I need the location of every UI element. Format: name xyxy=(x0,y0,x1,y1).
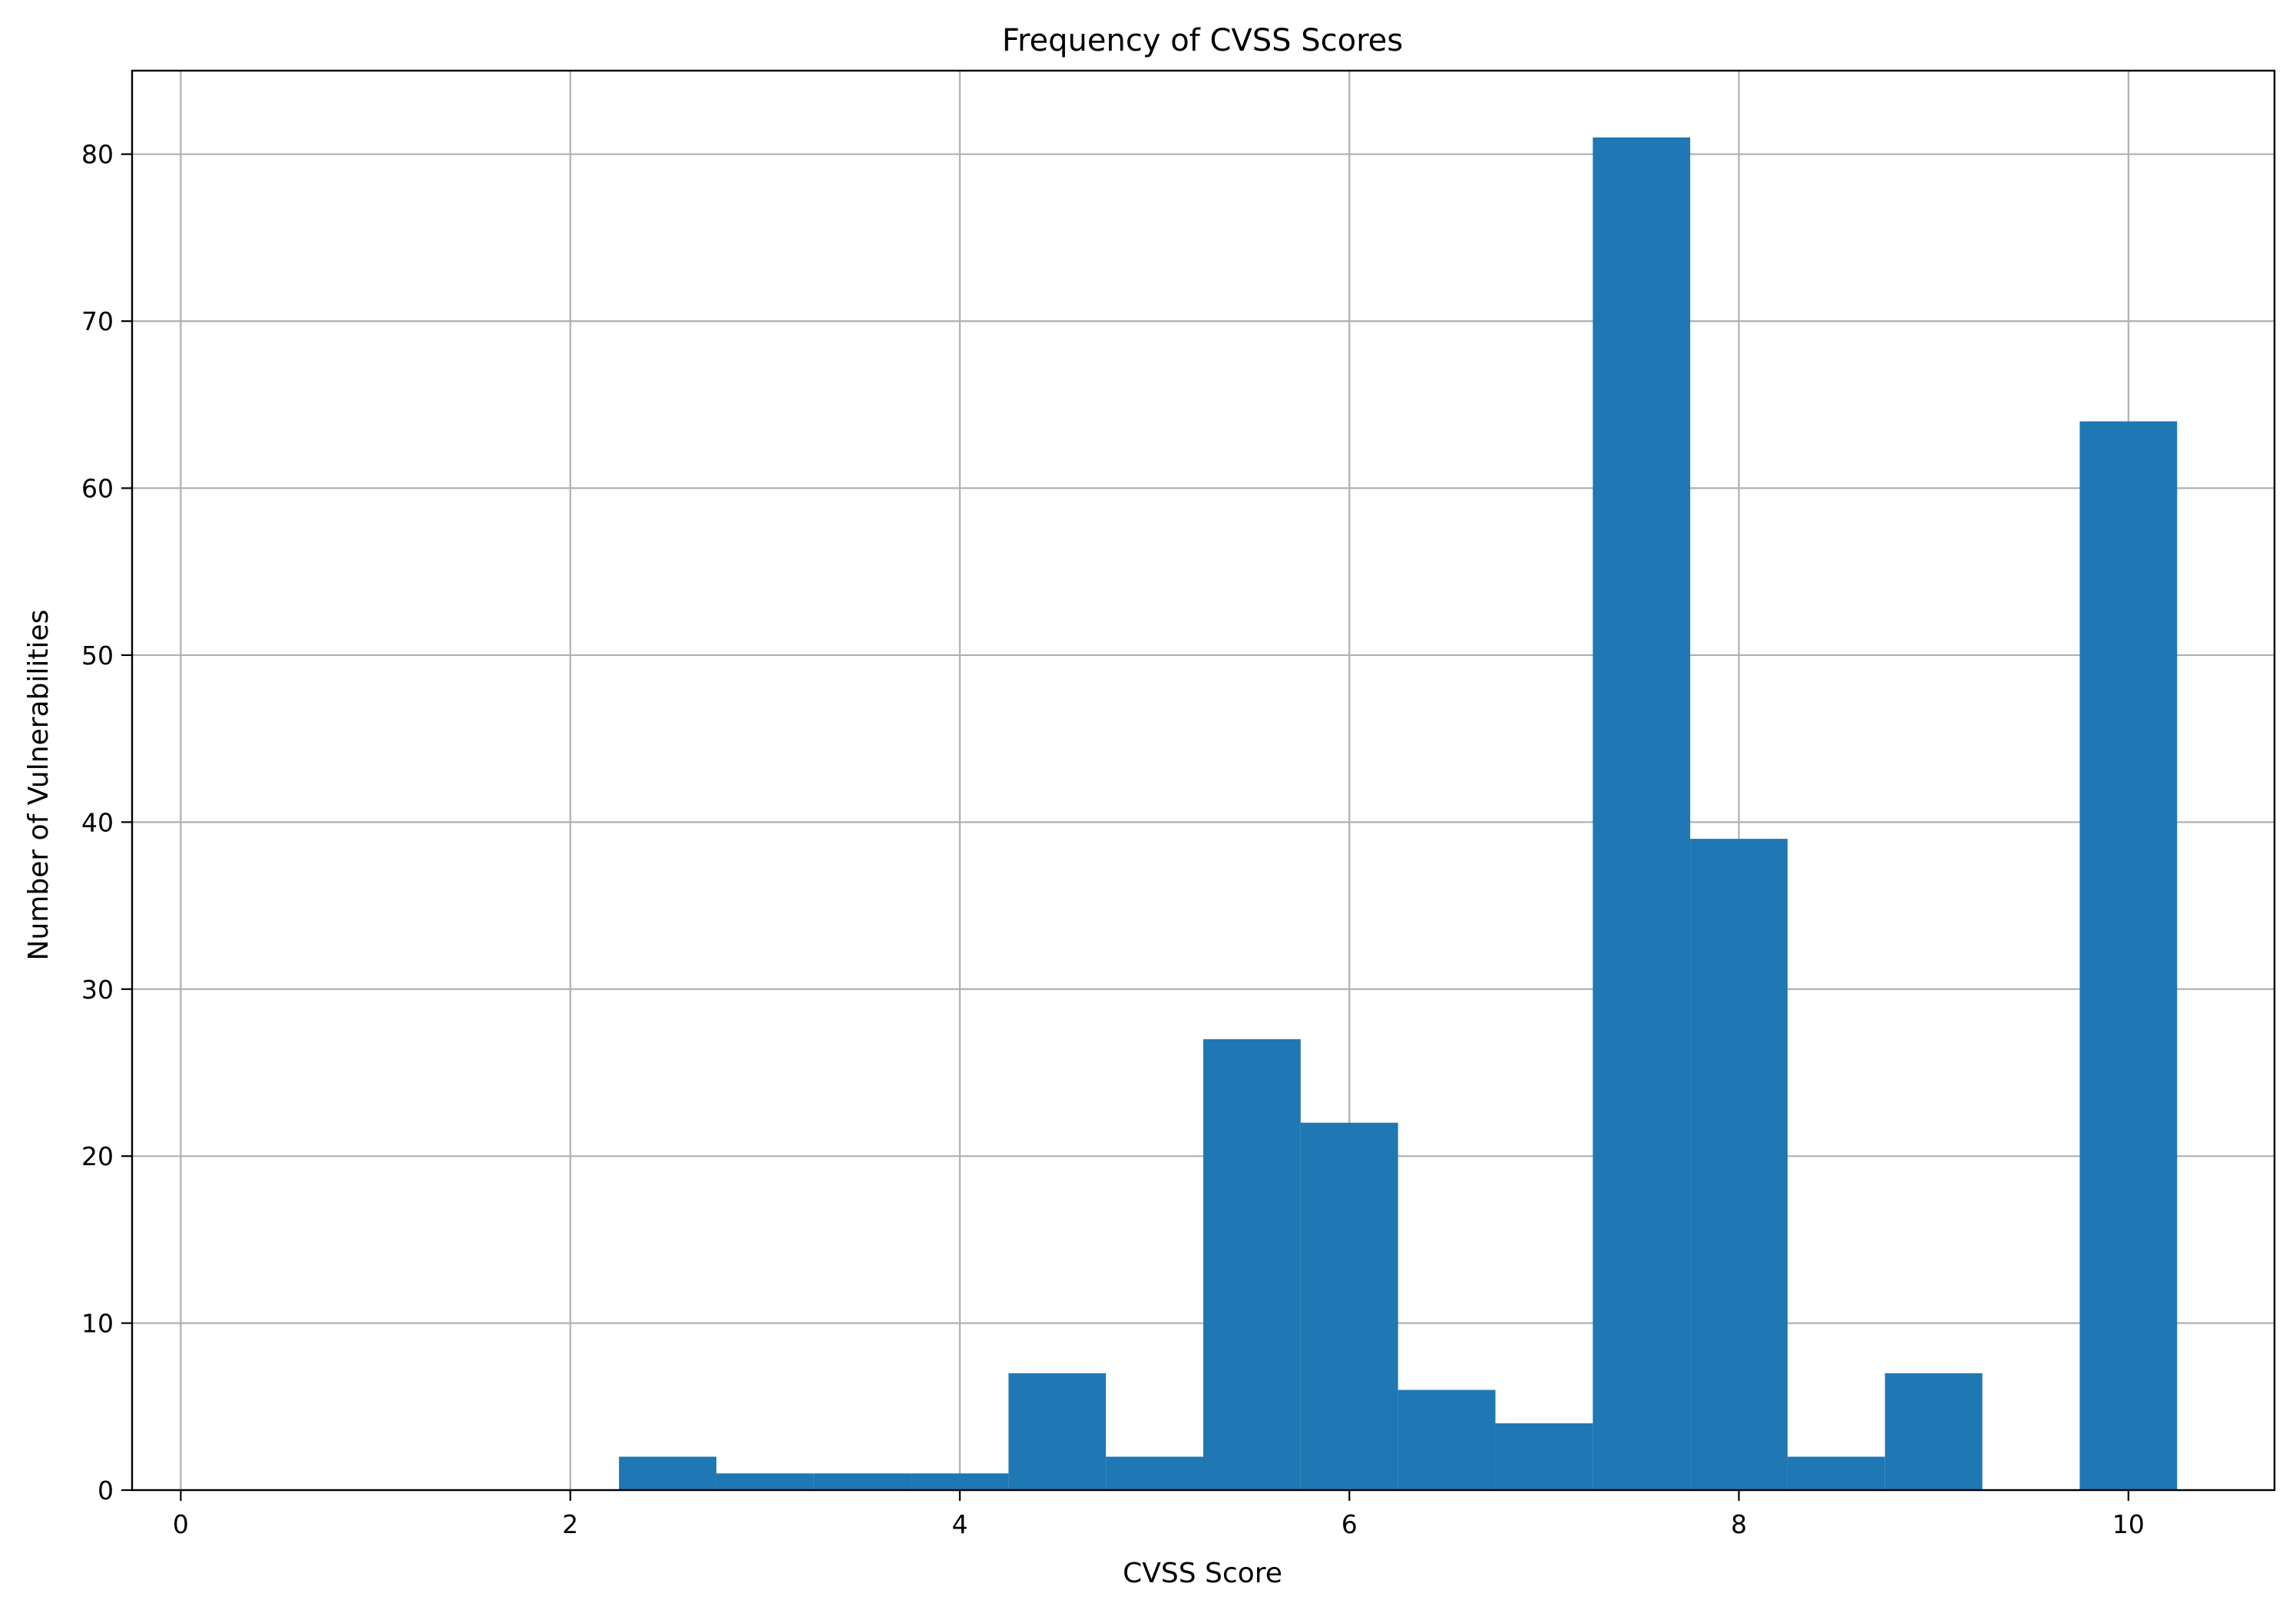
histogram-bar xyxy=(1398,1389,1496,1490)
histogram-bar xyxy=(1008,1373,1107,1490)
histogram-bar xyxy=(1300,1122,1398,1490)
histogram-bar xyxy=(1593,137,1691,1490)
histogram-bar xyxy=(619,1456,716,1490)
y-tick-label: 70 xyxy=(81,306,114,336)
y-tick-label: 20 xyxy=(81,1141,114,1171)
x-tick-label: 4 xyxy=(951,1509,968,1539)
histogram-bar xyxy=(1203,1038,1301,1490)
histogram-bar xyxy=(1495,1423,1593,1490)
x-tick-label: 2 xyxy=(562,1509,578,1539)
plot-frame xyxy=(131,69,2276,1492)
histogram-bar xyxy=(1106,1456,1203,1490)
y-tick-label: 50 xyxy=(81,641,114,671)
bars xyxy=(619,137,2178,1490)
x-tick-label: 8 xyxy=(1731,1509,1747,1539)
ticks: 0 2 4 6 8 10 0 10 20 30 40 50 60 70 80 xyxy=(81,140,2145,1539)
histogram-bar xyxy=(1884,1373,1983,1490)
histogram-bar xyxy=(813,1473,911,1490)
y-tick-label: 60 xyxy=(81,474,114,504)
y-tick-label: 80 xyxy=(81,140,114,170)
histogram-bar xyxy=(1690,839,1788,1490)
x-tick-label: 0 xyxy=(173,1509,189,1539)
y-tick-label: 40 xyxy=(81,807,114,837)
x-tick-label: 10 xyxy=(2112,1509,2145,1539)
x-tick-label: 6 xyxy=(1342,1509,1358,1539)
x-axis-label: CVSS Score xyxy=(1123,1558,1282,1589)
histogram-bar xyxy=(911,1473,1009,1490)
y-tick-label: 10 xyxy=(81,1309,114,1339)
y-axis-label: Number of Vulnerabilities xyxy=(23,610,55,961)
histogram-bar xyxy=(1787,1456,1885,1490)
histogram-bar xyxy=(2079,421,2178,1490)
histogram-bar xyxy=(716,1473,814,1490)
y-tick-label: 0 xyxy=(98,1476,114,1505)
chart-title: Frequency of CVSS Scores xyxy=(1002,23,1403,58)
y-tick-label: 30 xyxy=(81,975,114,1005)
